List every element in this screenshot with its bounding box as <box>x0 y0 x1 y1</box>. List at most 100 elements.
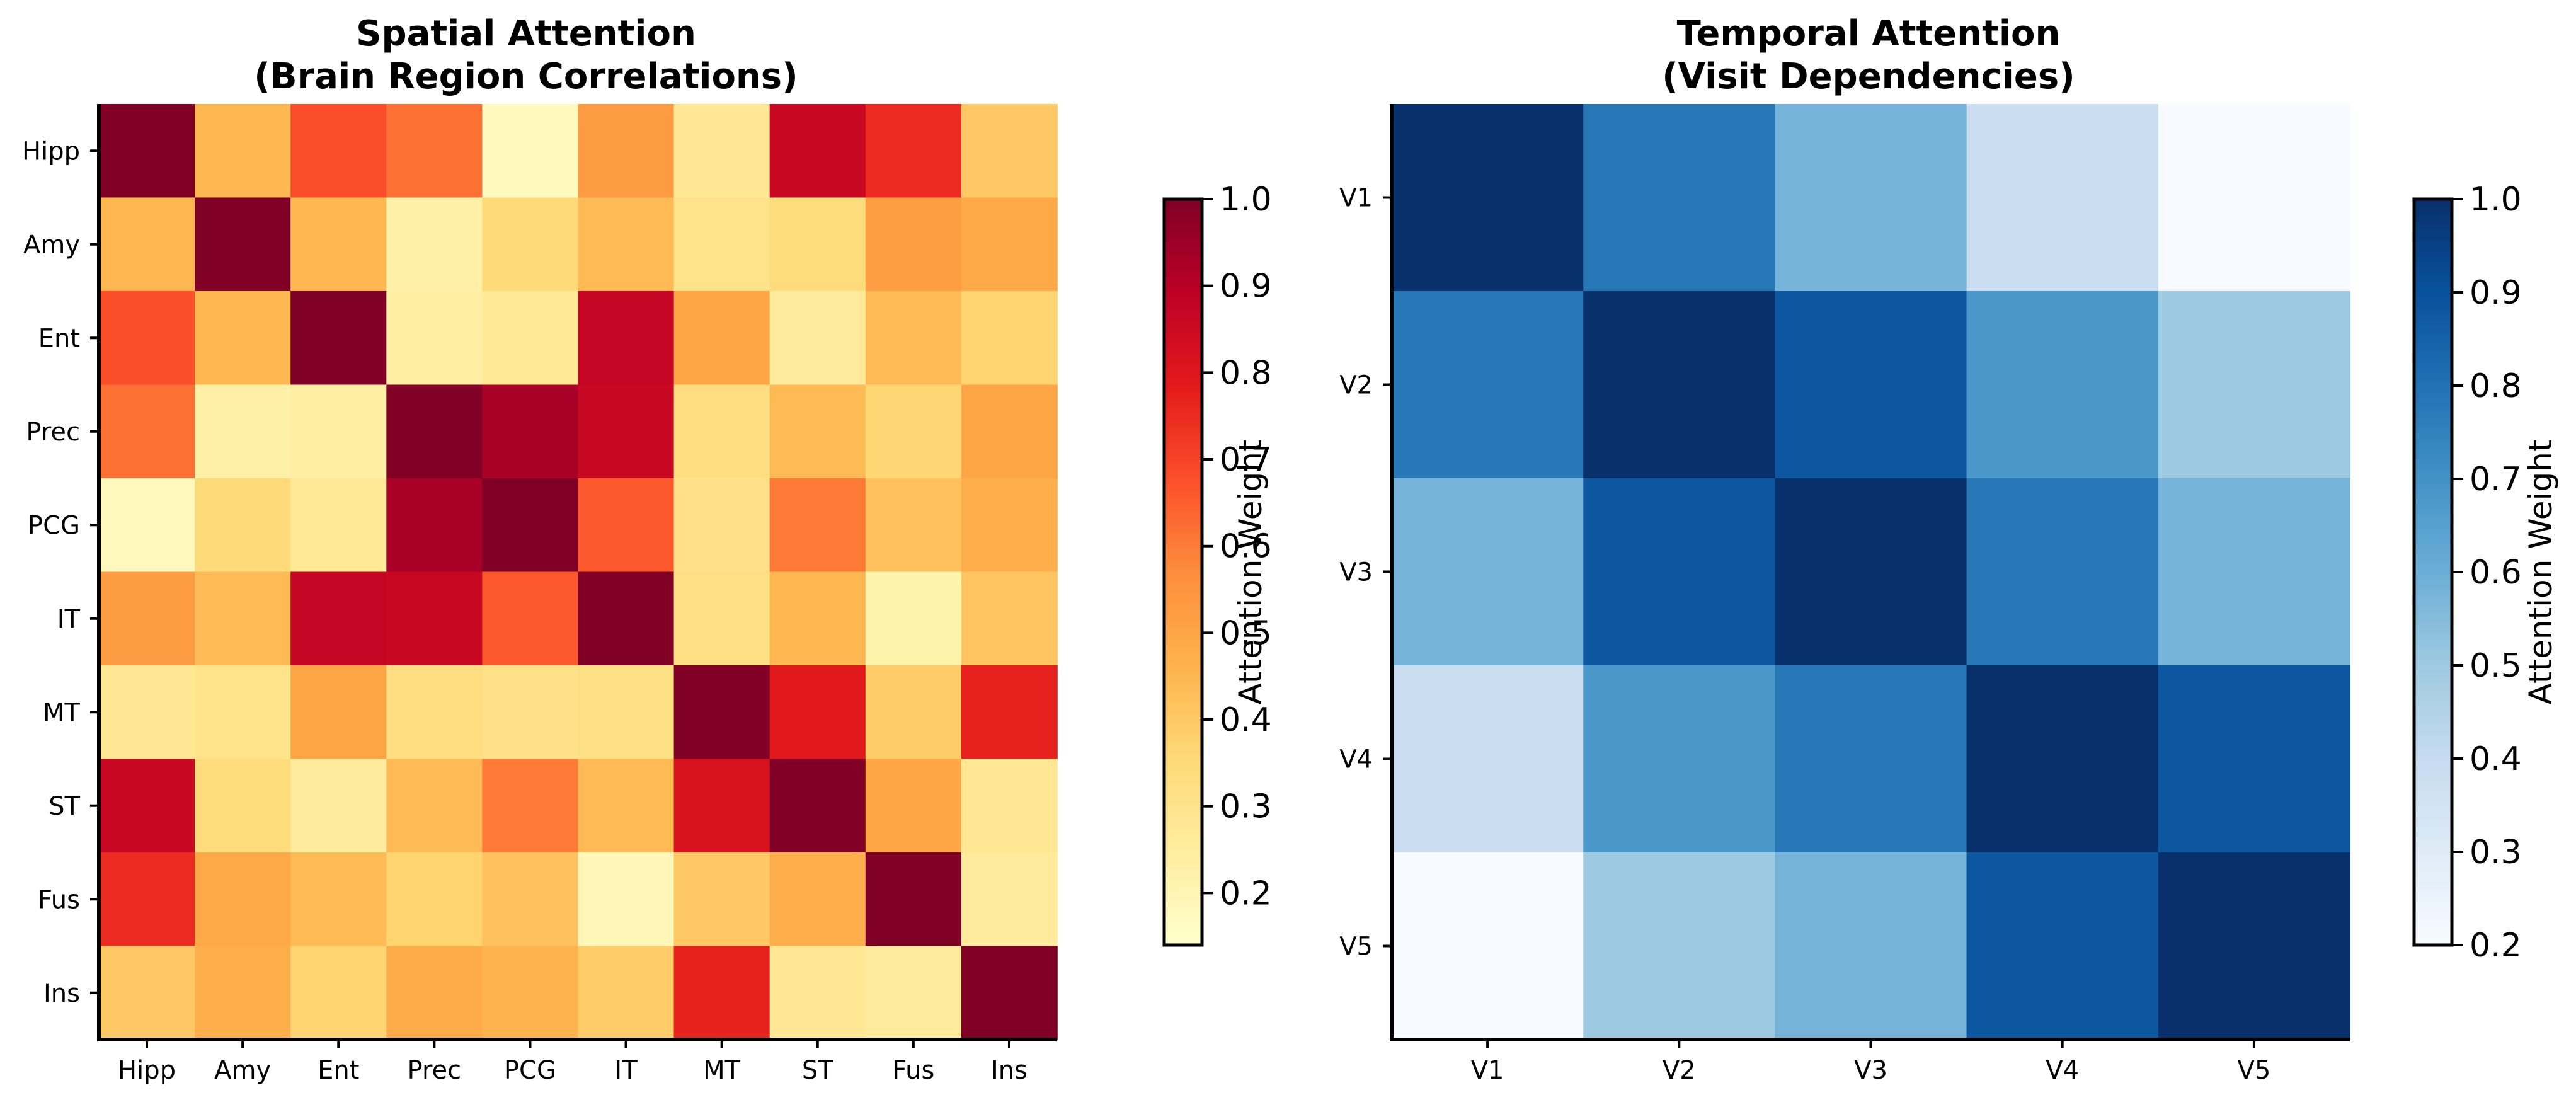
y-tick-label: V4 <box>1339 745 1373 774</box>
heatmap-cell <box>865 197 962 292</box>
temporal-tick-labels: V1 V2 V3 V4 V5 V1 V2 V3 V4 V5 <box>1339 184 2270 1086</box>
heatmap-cell <box>386 197 483 292</box>
heatmap-cell <box>386 478 483 573</box>
heatmap-cell <box>482 478 579 573</box>
heatmap-cell <box>865 104 962 198</box>
heatmap-cell <box>290 104 387 198</box>
heatmap-cell <box>386 104 483 198</box>
colorbar-tick-label: 0.6 <box>2470 554 2522 592</box>
heatmap-cell <box>290 946 387 1040</box>
y-tick-label: Ins <box>43 979 80 1008</box>
heatmap-cell <box>2158 665 2350 853</box>
heatmap-cell <box>865 665 962 760</box>
colorbar-tick-label: 0.7 <box>2470 461 2522 498</box>
heatmap-cell <box>673 197 770 292</box>
heatmap-cell <box>386 852 483 947</box>
heatmap-cell <box>1392 291 1584 479</box>
temporal-colorbar-gradient <box>2412 197 2454 947</box>
heatmap-cell <box>1775 104 1967 292</box>
x-tick-label: V2 <box>1663 1056 1696 1085</box>
heatmap-cell <box>290 665 387 760</box>
heatmap-cell <box>961 291 1058 386</box>
y-tick-label: Prec <box>26 418 80 447</box>
heatmap-cell <box>1392 665 1584 853</box>
heatmap-cell <box>99 291 195 386</box>
x-tick-label: Hipp <box>118 1056 176 1085</box>
heatmap-cell <box>673 291 770 386</box>
colorbar-tick-label: 0.9 <box>1220 268 1272 306</box>
heatmap-cell <box>578 946 675 1040</box>
x-tick-label: Ins <box>991 1056 1028 1085</box>
colorbar-tick-label: 0.5 <box>2470 647 2522 685</box>
heatmap-cell <box>1775 478 1967 666</box>
heatmap-cell <box>99 946 195 1040</box>
colorbar-tick-label: 0.3 <box>2470 834 2522 871</box>
heatmap-cell <box>769 478 866 573</box>
heatmap-cell <box>290 384 387 479</box>
spatial-title: Spatial Attention <box>356 13 696 54</box>
heatmap-cell <box>961 197 1058 292</box>
colorbar-tick-label: 0.5 <box>1220 614 1272 652</box>
heatmap-cell <box>1583 478 1776 666</box>
heatmap-cell <box>961 852 1058 947</box>
temporal-colorbar: 0.2 0.3 0.4 0.5 0.6 0.7 0.8 0.9 1.0 Attention We… <box>2412 181 2559 965</box>
heatmap-cell <box>482 759 579 853</box>
colorbar-tick-label: 0.8 <box>2470 367 2522 405</box>
heatmap-cell <box>195 852 291 947</box>
y-tick-label: PCG <box>28 511 80 540</box>
colorbar-tick-label: 0.4 <box>2470 740 2522 778</box>
heatmap-cell <box>769 946 866 1040</box>
heatmap-cell <box>769 852 866 947</box>
heatmap-cell <box>1966 104 2159 292</box>
temporal-colorbar-label: Attention Weight <box>2522 440 2559 705</box>
heatmap-cell <box>99 384 195 479</box>
heatmap-cell <box>1966 665 2159 853</box>
heatmap-cell <box>99 478 195 573</box>
heatmap-cell <box>961 571 1058 666</box>
heatmap-cell <box>578 197 675 292</box>
heatmap-cell <box>769 571 866 666</box>
heatmap-cell <box>99 852 195 947</box>
heatmap-cell <box>673 571 770 666</box>
x-tick-label: ST <box>802 1056 833 1085</box>
heatmap-cell <box>482 852 579 947</box>
heatmap-cell <box>961 104 1058 198</box>
colorbar-tick-label: 0.7 <box>1220 441 1272 479</box>
x-tick-label: V1 <box>1471 1056 1504 1085</box>
heatmap-cell <box>1583 665 1776 853</box>
heatmap-cell <box>386 571 483 666</box>
heatmap-cell <box>961 665 1058 760</box>
y-tick-label: IT <box>57 605 81 634</box>
heatmap-cell <box>578 665 675 760</box>
heatmap-cell <box>2158 852 2350 1040</box>
colorbar-tick-label: 1.0 <box>1220 181 1272 219</box>
heatmap-cell <box>386 384 483 479</box>
heatmap-cell <box>865 478 962 573</box>
heatmap-cell <box>578 571 675 666</box>
heatmap-cell <box>195 104 291 198</box>
colorbar-tick-label: 0.2 <box>2470 927 2522 965</box>
heatmap-cell <box>482 665 579 760</box>
heatmap-cell <box>386 759 483 853</box>
heatmap-cell <box>290 197 387 292</box>
heatmap-cell <box>482 104 579 198</box>
y-tick-label: Fus <box>38 885 80 914</box>
spatial-axes <box>97 104 1057 1041</box>
heatmap-cell <box>1966 478 2159 666</box>
colorbar-tick-label: 0.2 <box>1220 875 1272 912</box>
heatmap-cell <box>1583 852 1776 1040</box>
colorbar-tick-label: 0.4 <box>1220 701 1272 739</box>
heatmap-cell <box>1966 852 2159 1040</box>
heatmap-cell <box>195 478 291 573</box>
heatmap-cell <box>99 197 195 292</box>
heatmap-cell <box>673 384 770 479</box>
y-tick-label: ST <box>49 792 80 821</box>
heatmap-cell <box>961 759 1058 853</box>
heatmap-cell <box>1775 291 1967 479</box>
heatmap-cell <box>1775 665 1967 853</box>
heatmap-cell <box>195 946 291 1040</box>
heatmap-cell <box>290 759 387 853</box>
heatmap-cell <box>99 665 195 760</box>
